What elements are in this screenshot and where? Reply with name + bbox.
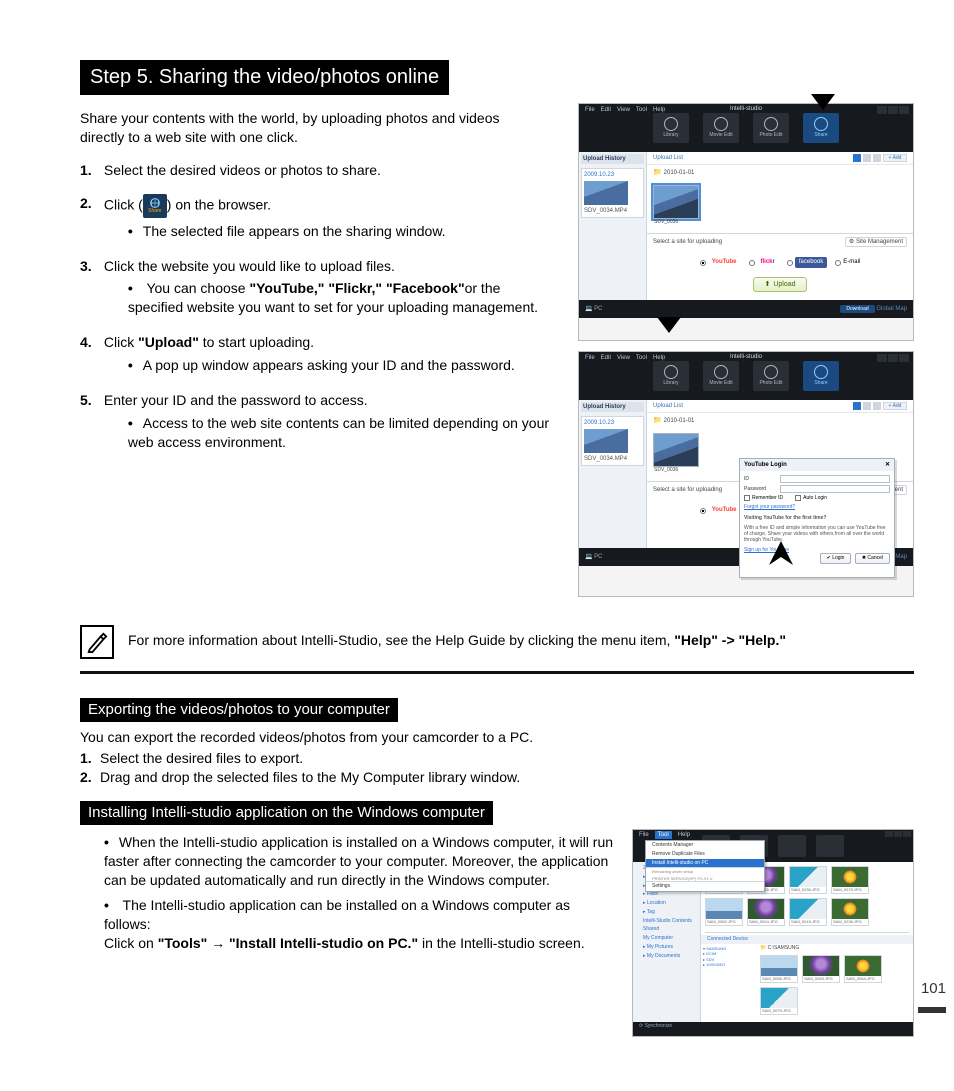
app-title: Intelli-studio <box>730 105 762 113</box>
sync-bar[interactable]: ⟳ Synchronize <box>633 1022 913 1036</box>
connected-device-header: Connected Device <box>701 935 913 944</box>
download-pill[interactable]: Download <box>840 305 874 313</box>
remember-checkbox[interactable]: Remember ID <box>744 495 783 502</box>
tab-movie-edit[interactable]: Movie Edit <box>703 113 739 143</box>
autologin-checkbox[interactable]: Auto Login <box>795 495 827 502</box>
site-flickr[interactable]: flickr <box>749 257 779 267</box>
login-id-input[interactable] <box>780 475 890 483</box>
tab-photo-edit[interactable]: Photo Edit <box>753 113 789 143</box>
step-text: Enter your ID and the password to access… <box>104 392 368 408</box>
install-bullets: When the Intelli-studio application is i… <box>80 833 614 952</box>
forgot-password-link[interactable]: Forgot your password? <box>744 504 795 510</box>
section-divider <box>80 671 914 674</box>
site-email[interactable]: E-mail <box>835 258 860 266</box>
step-num: 1. <box>80 161 100 180</box>
export-intro: You can export the recorded videos/photo… <box>80 728 914 747</box>
note-icon <box>80 625 114 659</box>
step-num: 3. <box>80 257 100 276</box>
app-menu-bar[interactable]: File Edit View Tool Help <box>585 106 665 114</box>
step-num: 4. <box>80 333 100 352</box>
instruction-list: 1. Select the desired videos or photos t… <box>80 161 558 454</box>
history-item[interactable]: 2009.10.23 SDV_0034.MP4 <box>581 416 644 466</box>
step-num: 5. <box>80 391 100 410</box>
site-facebook[interactable]: facebook <box>787 257 827 267</box>
window-controls[interactable] <box>877 106 909 114</box>
tools-menu[interactable]: Contents Manager Remove Duplicate Files … <box>645 840 765 892</box>
page-number: 101 <box>918 979 946 1013</box>
app-menu-bar[interactable]: FileEditViewToolHelp <box>585 354 665 362</box>
site-youtube[interactable]: YouTube <box>700 257 741 267</box>
intro-text: Share your contents with the world, by u… <box>80 109 520 147</box>
step-text: Click the website you would like to uplo… <box>104 258 395 274</box>
export-heading: Exporting the videos/photos to your comp… <box>80 698 398 722</box>
history-item[interactable]: 2009.10.23 SDV_0034.MP4 <box>581 168 644 218</box>
upload-list-header: Upload List <box>653 154 683 162</box>
upload-history-header: Upload History <box>581 154 644 164</box>
install-screenshot: FileToolHelp Contents Manager Remove Dup… <box>632 829 914 1037</box>
share-screenshot-2: FileEditViewToolHelp Intelli-studio Libr… <box>578 351 914 597</box>
sub-bullet: You can choose "YouTube," "Flickr," "Fac… <box>128 279 558 317</box>
share-screenshot-1: File Edit View Tool Help Intelli-studio … <box>578 103 914 341</box>
menu-install-item[interactable]: Install Intelli-studio on PC <box>646 859 764 868</box>
cancel-button[interactable]: ✖ Cancel <box>855 553 890 564</box>
share-icon: Share <box>143 194 167 218</box>
video-thumbnail[interactable]: SDV_0036 <box>653 433 699 467</box>
login-dialog: YouTube Login✕ ID Password Remember ID A… <box>739 458 895 578</box>
info-note: For more information about Intelli-Studi… <box>80 625 914 663</box>
step-heading: Step 5. Sharing the video/photos online <box>80 60 449 95</box>
tab-library[interactable]: Library <box>653 113 689 143</box>
upload-sites: YouTube flickr facebook E-mail <box>647 251 913 271</box>
export-steps: 1.Select the desired files to export. 2.… <box>80 749 914 787</box>
select-site-label: Select a site for uploading <box>653 238 722 246</box>
step-text: ) on the browser. <box>167 196 271 212</box>
upload-button[interactable]: ⬆ Upload <box>753 277 806 292</box>
install-heading: Installing Intelli-studio application on… <box>80 801 493 825</box>
step-text: Click <box>104 334 138 350</box>
step-num: 2. <box>80 194 100 213</box>
global-map-pill[interactable]: Global Map <box>876 306 907 312</box>
close-icon[interactable]: ✕ <box>885 461 890 469</box>
btn-views[interactable]: + Add <box>853 154 907 162</box>
foot-pc: 💻 PC <box>585 305 602 313</box>
login-pw-input[interactable] <box>780 485 890 493</box>
app-menu-bar[interactable]: FileToolHelp <box>639 831 690 839</box>
login-title: YouTube Login <box>744 461 787 469</box>
step-text: Click ( <box>104 196 143 212</box>
video-thumbnail[interactable]: SDV_0036 <box>653 185 699 219</box>
sub-bullet: Access to the web site contents can be l… <box>128 414 558 452</box>
sub-bullet: The selected file appears on the sharing… <box>128 222 558 241</box>
login-button[interactable]: ✔ Login <box>820 553 852 564</box>
site-management-button[interactable]: ⚙ Site Management <box>845 237 907 247</box>
step-text: Select the desired videos or photos to s… <box>104 161 558 180</box>
folder-row[interactable]: 2010-01-01 <box>647 165 913 180</box>
sub-bullet: A pop up window appears asking your ID a… <box>128 356 558 375</box>
